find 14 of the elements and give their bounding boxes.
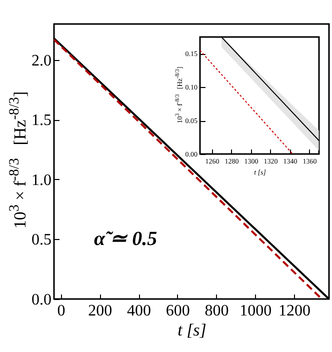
- x-tick-label: 800: [204, 302, 229, 320]
- x-tick-label: 1000: [240, 302, 272, 320]
- x-tick-label: 1200: [278, 302, 311, 320]
- y-tick-label: 0.5: [32, 232, 52, 249]
- x-tick-label: 400: [127, 302, 152, 320]
- y-tick-label: 1.0: [32, 172, 52, 189]
- x-axis-title: t [s]: [178, 320, 206, 340]
- annotation: α̃ ≃ 0.5: [94, 228, 158, 250]
- x-tick-label: 600: [166, 302, 190, 320]
- x-tick-label: 200: [88, 302, 112, 320]
- x-tick-label: 0: [57, 302, 66, 320]
- y-tick-label: 1.5: [32, 112, 52, 130]
- y-tick-label: 2.0: [32, 52, 52, 70]
- y-tick-label: 0.0: [32, 292, 52, 308]
